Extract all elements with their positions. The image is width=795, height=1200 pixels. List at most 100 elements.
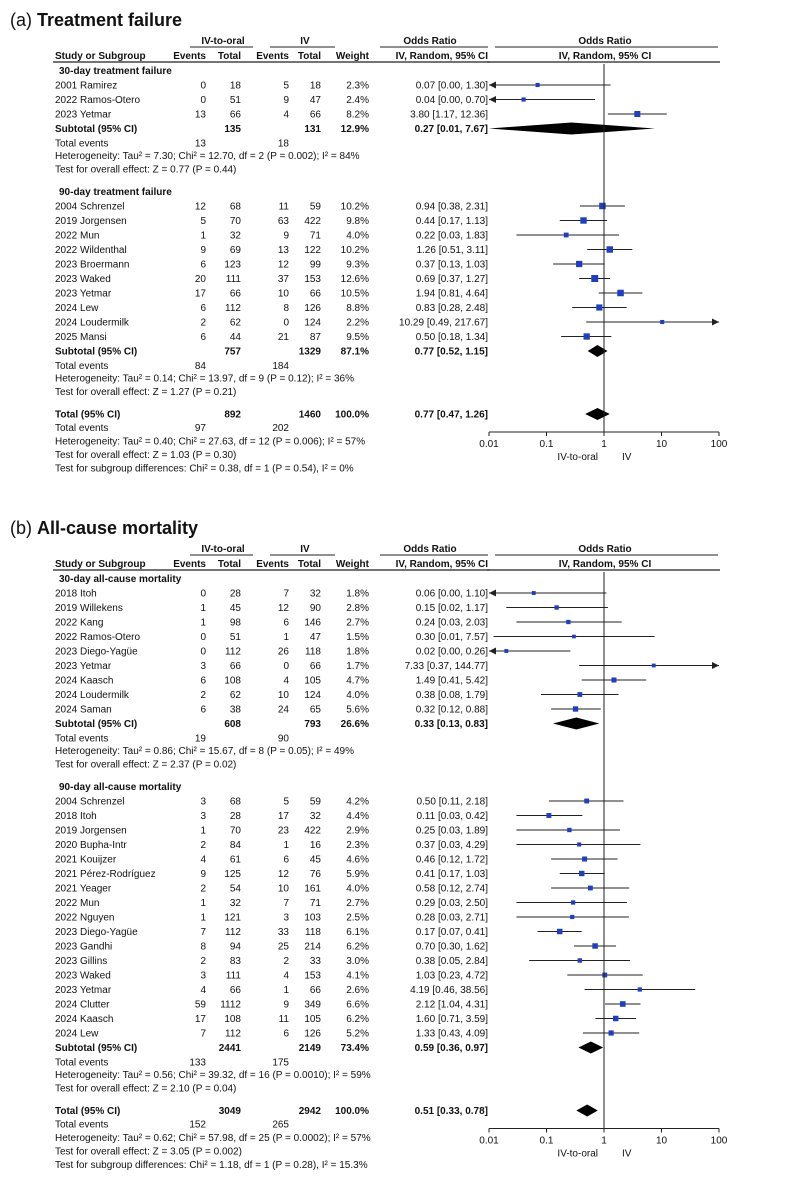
table-row: 2024 Lew 6 112 8 126 8.8% 0.83 [0.28, 2.48] <box>55 303 627 314</box>
table-row: 2019 Willekens 1 45 12 90 2.8% 0.15 [0.02, 1.1… <box>55 603 608 614</box>
total-events1: 19 <box>195 734 207 745</box>
events1: 0 <box>200 81 206 92</box>
events2: 4 <box>283 110 289 121</box>
subtotal-weight: 87.1% <box>341 347 369 358</box>
events2: 6 <box>283 855 289 866</box>
total2: 16 <box>310 840 322 851</box>
events2: 0 <box>283 318 289 329</box>
point-estimate <box>577 842 582 847</box>
weight: 6.2% <box>346 1014 369 1025</box>
table-row: 2023 Yetmar 13 66 4 66 8.2% 3.80 [1.17, 12.36] <box>55 110 667 121</box>
odds-ratio-ci: 0.32 [0.12, 0.88] <box>416 705 489 716</box>
subgroup-title: 30-day treatment failure <box>59 66 172 77</box>
study-header: Study or Subgroup <box>55 51 146 62</box>
point-estimate <box>531 591 536 595</box>
point-estimate <box>582 856 588 862</box>
point-estimate <box>554 605 559 610</box>
total-events-row: Total events 19 90 <box>55 734 289 745</box>
plot-column-title: Odds Ratio <box>578 36 631 47</box>
point-estimate <box>612 1015 619 1022</box>
total1: 18 <box>230 81 242 92</box>
total2: 99 <box>310 260 322 271</box>
or-ci-header: IV, Random, 95% CI <box>396 559 489 570</box>
subgroup-differences: Test for subgroup differences: Chi² = 0.… <box>55 464 354 475</box>
events1: 2 <box>200 840 206 851</box>
tick-label: 10 <box>656 1136 668 1147</box>
weight: 2.2% <box>346 318 369 329</box>
weight: 2.5% <box>346 913 369 924</box>
ci-arrow-left <box>489 589 496 597</box>
weight: 4.4% <box>346 811 369 822</box>
events1: 2 <box>200 318 206 329</box>
overall-events-label: Total events <box>55 1120 108 1131</box>
events1: 0 <box>200 647 206 658</box>
total1: 51 <box>230 95 242 106</box>
events2: 5 <box>283 81 289 92</box>
events2: 5 <box>283 797 289 808</box>
events2: 7 <box>283 898 289 909</box>
tick-label: 0.01 <box>479 439 499 450</box>
overall-effect: Test for overall effect: Z = 1.03 (P = 0… <box>55 450 236 461</box>
events2: 63 <box>278 216 290 227</box>
total1-header: Total <box>218 559 241 570</box>
total2: 47 <box>310 632 322 643</box>
overall-total2: 2942 <box>299 1106 322 1117</box>
total2: 90 <box>310 603 322 614</box>
table-row: 2004 Schrenzel 3 68 5 59 4.2% 0.50 [0.11, 2.18… <box>55 797 624 808</box>
events2: 12 <box>278 260 290 271</box>
weight: 4.0% <box>346 231 369 242</box>
total2-header: Total <box>298 559 321 570</box>
ci-arrow-left <box>489 81 496 89</box>
events1: 0 <box>200 632 206 643</box>
overall-total: Total (95% CI) 892 1460 100.0% 0.77 [0.47, 1… <box>55 408 610 475</box>
total2: 33 <box>310 956 322 967</box>
point-estimate <box>577 958 583 963</box>
total1: 28 <box>230 589 242 600</box>
subtotal-row: Subtotal (95% CI) 608 793 26.6% 0.33 [0.13, … <box>55 717 600 730</box>
odds-ratio-ci: 0.38 [0.05, 2.84] <box>416 956 489 967</box>
study-name: 2018 Itoh <box>55 589 97 600</box>
odds-ratio-ci: 1.33 [0.43, 4.09] <box>416 1029 489 1040</box>
overall-events-label: Total events <box>55 423 108 434</box>
weight: 5.9% <box>346 869 369 880</box>
subtotal-row: Subtotal (95% CI) 135 131 12.9% 0.27 [0.01, … <box>55 122 655 135</box>
table-row: 2019 Jorgensen 5 70 63 422 9.8% 0.44 [0.17, 1.… <box>55 216 608 227</box>
x-axis: 0.01 0.1 1 10 100 IV-to-oral IV <box>479 572 728 1160</box>
weight: 9.5% <box>346 332 369 343</box>
tick-label: 0.1 <box>540 1136 554 1147</box>
total-events-label: Total events <box>55 139 108 150</box>
total2: 124 <box>304 318 321 329</box>
total2: 105 <box>304 1014 321 1025</box>
odds-ratio-ci: 0.28 [0.03, 2.71] <box>416 913 489 924</box>
total1: 108 <box>224 1014 241 1025</box>
panel-title-text: All-cause mortality <box>37 518 198 538</box>
overall-label: Total (95% CI) <box>55 410 120 421</box>
study-name: 2022 Mun <box>55 231 99 242</box>
point-estimate <box>619 1001 626 1007</box>
events1: 5 <box>200 216 206 227</box>
point-estimate <box>591 275 599 282</box>
study-name: 2019 Jorgensen <box>55 216 127 227</box>
events1: 4 <box>200 985 206 996</box>
total2: 76 <box>310 869 322 880</box>
study-name: 2024 Kaasch <box>55 676 113 687</box>
total2: 146 <box>304 618 321 629</box>
weight: 2.9% <box>346 826 369 837</box>
table-row: 2025 Mansi 6 44 21 87 9.5% 0.50 [0.18, 1.34] <box>55 332 612 343</box>
events1: 0 <box>200 589 206 600</box>
events1: 2 <box>200 884 206 895</box>
study-name: 2023 Waked <box>55 274 111 285</box>
odds-ratio-ci: 0.41 [0.17, 1.03] <box>416 869 489 880</box>
events1: 17 <box>195 289 207 300</box>
point-estimate <box>596 304 603 311</box>
weight: 6.1% <box>346 927 369 938</box>
subgroup-title: 30-day all-cause mortality <box>59 574 182 585</box>
panel-label: (b) <box>10 518 37 538</box>
events1: 2 <box>200 956 206 967</box>
total1: 66 <box>230 289 242 300</box>
events2: 10 <box>278 289 290 300</box>
favours-left-label: IV-to-oral <box>557 452 598 463</box>
overall-heterogeneity: Heterogeneity: Tau² = 0.40; Chi² = 27.63… <box>55 437 365 448</box>
subtotal-ci: 0.59 [0.36, 0.97] <box>415 1043 488 1054</box>
